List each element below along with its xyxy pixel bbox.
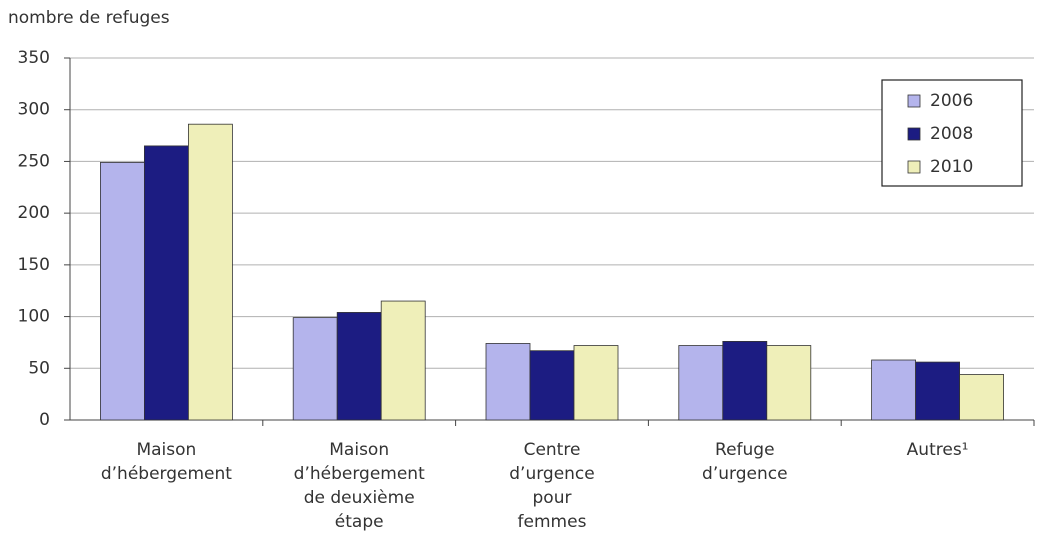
legend-swatch [907, 94, 921, 108]
bar [529, 350, 575, 421]
bar [336, 312, 382, 421]
bar [766, 345, 812, 421]
x-tick-label: Maison [136, 440, 196, 460]
legend-label: 2006 [930, 91, 973, 111]
bar [485, 343, 531, 421]
legend-label: 2008 [930, 124, 973, 144]
bar [100, 162, 145, 421]
x-tick-label: Autres¹ [907, 440, 969, 460]
bar [380, 300, 426, 421]
y-tick-label: 300 [18, 100, 50, 120]
bar [187, 123, 233, 421]
bar [573, 345, 619, 421]
y-tick-label: 200 [18, 203, 50, 223]
x-tick-label: femmes [518, 512, 587, 532]
x-tick-label: d’hébergement [101, 464, 232, 484]
bar [959, 374, 1004, 421]
bar [678, 345, 724, 421]
x-tick-label: Refuge [715, 440, 775, 460]
x-tick-label: Maison [329, 440, 389, 460]
legend-swatch [907, 127, 921, 141]
y-tick-label: 150 [18, 255, 50, 275]
x-tick-label: Centre [524, 440, 581, 460]
y-tick-label: 250 [18, 151, 50, 171]
legend-box [881, 79, 1023, 187]
y-tick-label: 100 [18, 307, 50, 327]
bar [871, 359, 916, 421]
x-tick-label: étape [335, 512, 384, 532]
bar [915, 361, 960, 421]
y-tick-label: 0 [39, 410, 50, 430]
bar [722, 340, 768, 421]
x-tick-label: d’hébergement [294, 464, 425, 484]
x-tick-label: d’urgence [702, 464, 788, 484]
bar [292, 317, 338, 421]
legend-swatch [907, 160, 921, 174]
y-tick-label: 50 [28, 358, 50, 378]
y-tick-label: 350 [18, 48, 50, 68]
x-tick-label: pour [533, 488, 572, 508]
y-axis-label: nombre de refuges [8, 8, 170, 28]
x-tick-label: de deuxième [304, 488, 415, 508]
legend-label: 2010 [930, 157, 973, 177]
x-tick-label: d’urgence [509, 464, 595, 484]
bar [143, 145, 189, 421]
